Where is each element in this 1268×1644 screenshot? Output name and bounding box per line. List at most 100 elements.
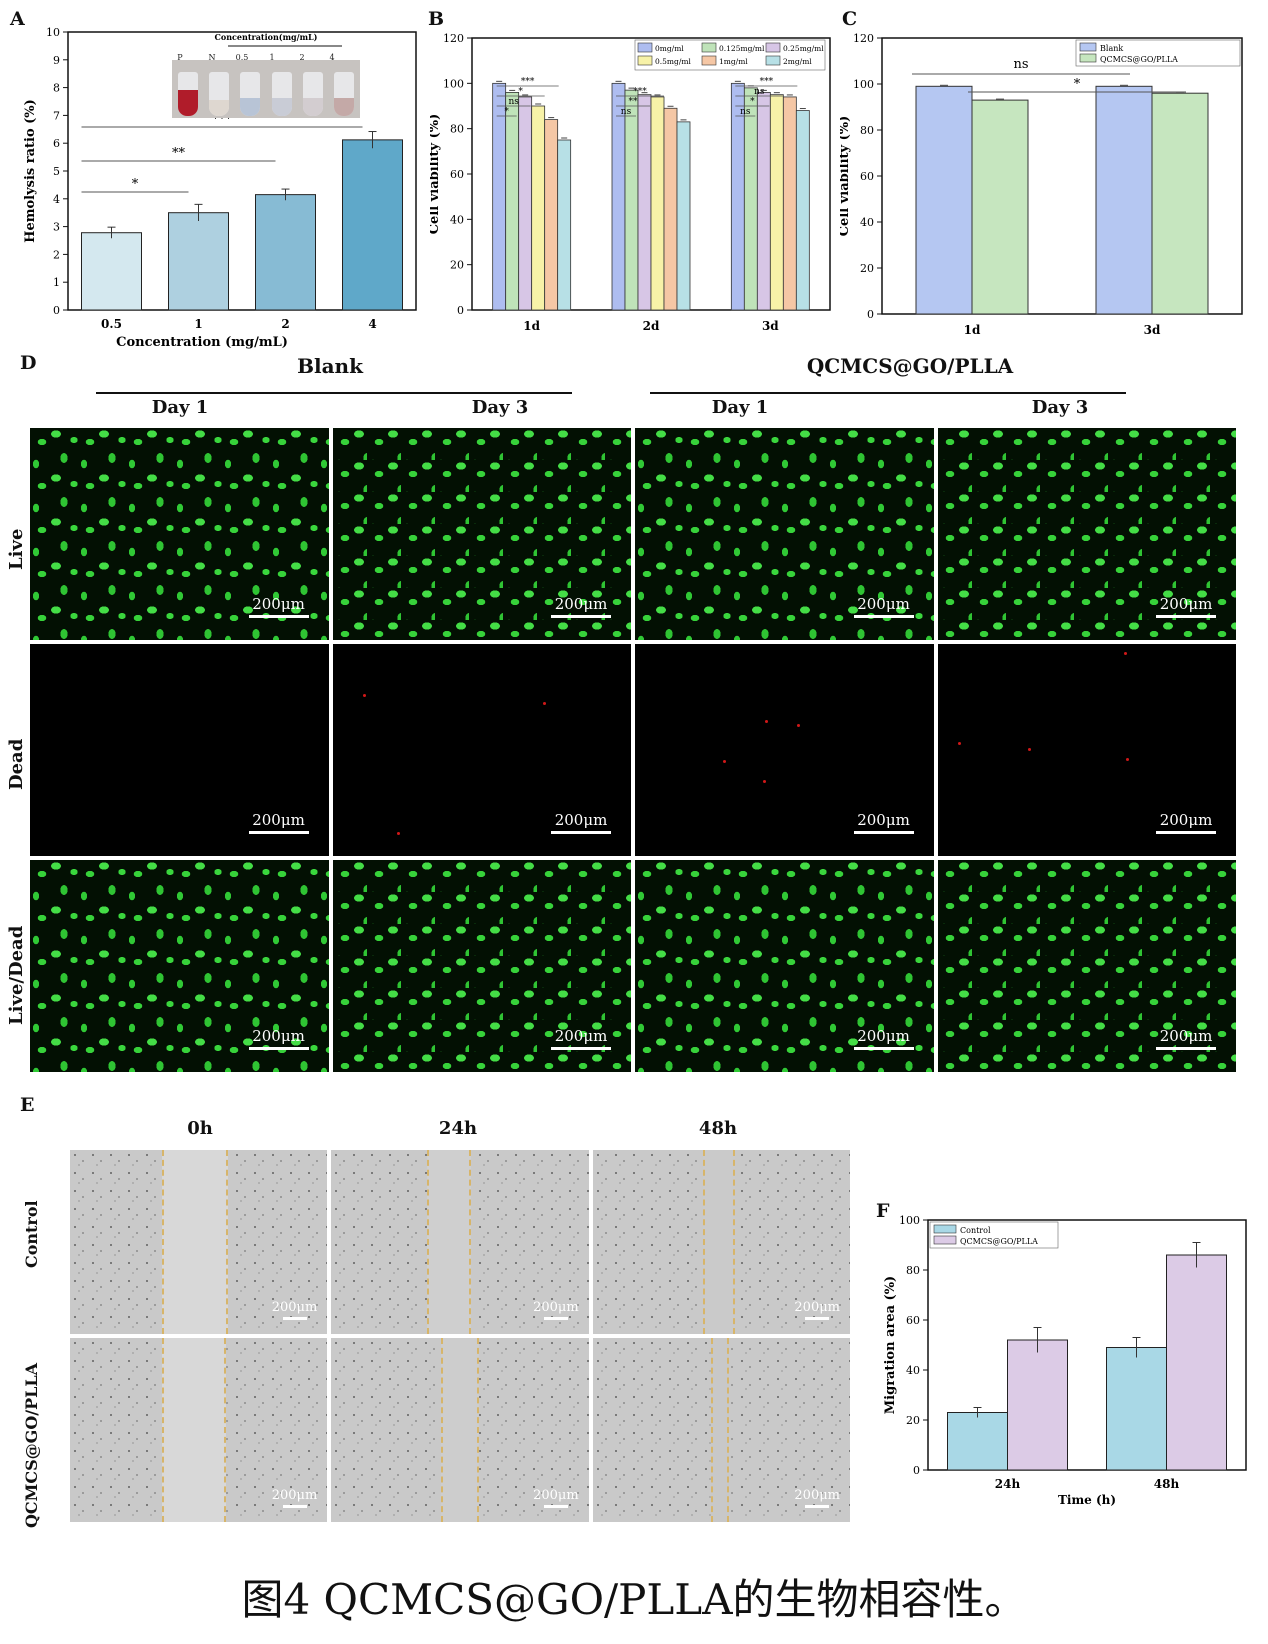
group-rule-blank [96, 392, 572, 394]
chart-f-bar [1007, 1339, 1068, 1471]
live-blank-day3: 200μm [332, 428, 631, 640]
chart-c-ytick-label: 120 [853, 32, 874, 45]
chart-b-bar [782, 96, 797, 311]
chart-a-ytick-label: 2 [53, 248, 60, 261]
chart-a-xtick-label: 4 [368, 317, 376, 331]
chart-b-sig-label: ns [621, 107, 632, 117]
day-label-qcmcs-1: Day 1 [711, 397, 769, 418]
merge-blank-day1: 200μm [30, 860, 329, 1072]
chart-f-xtick-label: 48h [1154, 1477, 1180, 1491]
scratch-qcmcs-24h: 200μm [331, 1338, 589, 1522]
live-qcmcs-day1: 200μm [635, 428, 934, 640]
chart-a-inset-label: N [209, 53, 216, 62]
chart-a-bar [342, 139, 403, 311]
chart-c-legend-label: Blank [1100, 44, 1123, 53]
time-label-0h: 0h [187, 1118, 213, 1139]
chart-b-bar [505, 92, 520, 311]
panel-letter-c: C [842, 8, 858, 30]
chart-b-sig-label: * [518, 87, 523, 97]
chart-a-ytick-label: 3 [53, 221, 60, 234]
chart-c-legend-swatch [1079, 53, 1097, 63]
chart-b-legend-label: 0mg/ml [655, 44, 684, 53]
chart-c-ytick-label: 0 [867, 308, 874, 321]
row-label-control: Control [22, 1200, 41, 1268]
chart-f-ytick-label: 100 [899, 1214, 920, 1227]
chart-a-ytick-label: 4 [53, 193, 60, 206]
chart-b-sig-label: * [750, 97, 755, 107]
tube-n [208, 72, 229, 116]
chart-f-bar [1166, 1254, 1227, 1471]
chart-c-cell-viability: 0 20 40 60 80 100 120 Cell viability (%) 1d 3d ns *… [840, 32, 1243, 337]
chart-b-legend-swatch [701, 42, 717, 53]
chart-f-plot-frame [927, 1219, 1247, 1471]
chart-b-legend-swatch [637, 55, 653, 66]
dead-qcmcs-day1: 200μm [635, 644, 934, 856]
chart-c-legend [1075, 39, 1241, 67]
chart-b-sig-label: *** [633, 87, 647, 97]
tube-1 [271, 72, 292, 116]
group-title-qcmcs: QCMCS@GO/PLLA [806, 354, 1014, 378]
chart-a-xtick-label: 1 [194, 317, 202, 331]
dead-qcmcs-day3: 200μm [937, 644, 1236, 856]
chart-b-bar [637, 94, 652, 311]
chart-b-sig-label: * [504, 107, 509, 117]
chart-b-sig-label: *** [760, 77, 774, 87]
tube-p [177, 72, 198, 116]
live-qcmcs-day3: 200μm [937, 428, 1236, 640]
chart-b-bar [492, 82, 507, 311]
chart-b-xtick-label: 3d [762, 319, 779, 333]
chart-b-legend-label: 2mg/ml [783, 57, 812, 66]
scratch-control-48h: 200μm [592, 1150, 850, 1334]
chart-a-ytick-label: 8 [53, 82, 60, 95]
chart-c-ytick-label: 80 [860, 124, 874, 137]
chart-b-sig-label: ns [754, 87, 765, 97]
chart-f-xlabel: Time (h) [1058, 1493, 1116, 1507]
chart-b-ylabel: Cell viability (%) [430, 114, 442, 235]
chart-f-legend-swatch [933, 1224, 957, 1234]
panel-letter-f: F [876, 1200, 890, 1222]
chart-a-inset-label: 1 [269, 53, 274, 62]
chart-a-xlabel: Concentration (mg/mL) [116, 335, 288, 350]
panel-letter-e: E [20, 1094, 35, 1116]
day-label-blank-3: Day 3 [471, 397, 529, 418]
hemolysis-tube-inset [172, 60, 360, 118]
chart-b-bar [518, 96, 533, 311]
merge-qcmcs-day1: 200μm [635, 860, 934, 1072]
chart-c-bar [971, 99, 1029, 315]
chart-b-legend-label: 0.5mg/ml [655, 57, 691, 66]
chart-c-xtick-label: 3d [1144, 323, 1161, 337]
chart-b-bar [650, 96, 665, 311]
chart-f-bar [1106, 1347, 1167, 1471]
chart-c-legend-label: QCMCS@GO/PLLA [1100, 55, 1178, 64]
chart-b-legend-swatch [765, 42, 781, 53]
chart-b-ytick-label: 40 [450, 213, 464, 226]
scratch-assay-image-grid: 200μm 200μm 200μm 200μm 200μm 200μm [70, 1150, 850, 1522]
chart-b-bar [531, 105, 546, 311]
chart-b-legend-label: 0.125mg/ml [719, 44, 765, 53]
chart-b-sig-label: ns [508, 97, 519, 107]
chart-b-ytick-label: 60 [450, 168, 464, 181]
row-label-live: Live [6, 528, 27, 570]
chart-a-ytick-label: 10 [46, 26, 60, 39]
scratch-control-24h: 200μm [331, 1150, 589, 1334]
tube-2 [302, 72, 323, 116]
live-dead-image-grid: 200μm 200μm 200μm 200μm 200μm 200μm 200μ… [30, 428, 1236, 1072]
live-blank-day1: 200μm [30, 428, 329, 640]
chart-b-bar [663, 107, 678, 311]
chart-b-bar [756, 92, 771, 311]
chart-c-ytick-label: 20 [860, 262, 874, 275]
tube-4 [334, 72, 355, 116]
panel-letter-d: D [20, 352, 37, 374]
chart-b-ytick-label: 20 [450, 259, 464, 272]
chart-b-bar [743, 87, 758, 311]
chart-a-ytick-label: 6 [53, 137, 60, 150]
chart-b-ytick-label: 0 [457, 304, 464, 317]
scratch-control-0h: 200μm [70, 1150, 328, 1334]
chart-c-sig-label: ns [1013, 57, 1028, 72]
merge-qcmcs-day3: 200μm [937, 860, 1236, 1072]
figure-caption: 图4 QCMCS@GO/PLLA的生物相容性。 [241, 1575, 1027, 1624]
chart-b-bar [624, 89, 639, 311]
chart-c-bar [1095, 85, 1153, 315]
chart-a-hemolysis: 0 1 2 3 4 5 6 7 8 9 10 Hemolysis ratio (%) 0.5 1 2 4 Con… [23, 26, 417, 350]
